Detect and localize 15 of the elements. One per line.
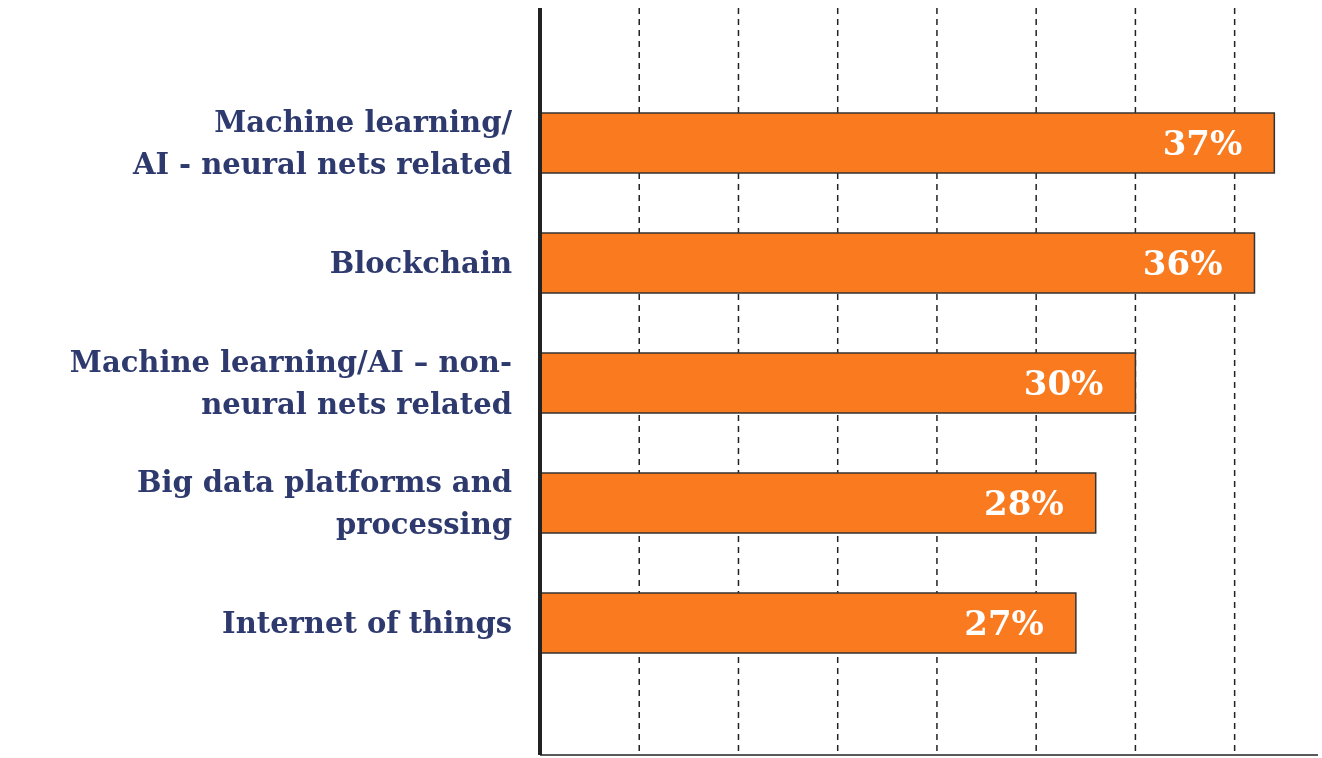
y-tick-label: Machine learning/ AI - neural nets related	[131, 105, 513, 182]
bar	[539, 232, 1256, 294]
bar	[539, 472, 1097, 534]
bar	[539, 592, 1077, 654]
y-tick-label: Blockchain	[329, 246, 512, 281]
data-label: 27%	[964, 602, 1044, 643]
data-label: 37%	[1162, 122, 1243, 163]
data-label: 30%	[1023, 362, 1104, 403]
y-tick-label: Machine learning/AI – non- neural nets related	[69, 345, 512, 422]
y-tick-label: Internet of things	[222, 606, 512, 641]
data-label: 28%	[984, 482, 1064, 523]
y-tick-label: Big data platforms and processing	[136, 465, 512, 542]
bar	[539, 352, 1137, 414]
bar	[539, 112, 1276, 174]
data-label: 36%	[1142, 242, 1223, 283]
